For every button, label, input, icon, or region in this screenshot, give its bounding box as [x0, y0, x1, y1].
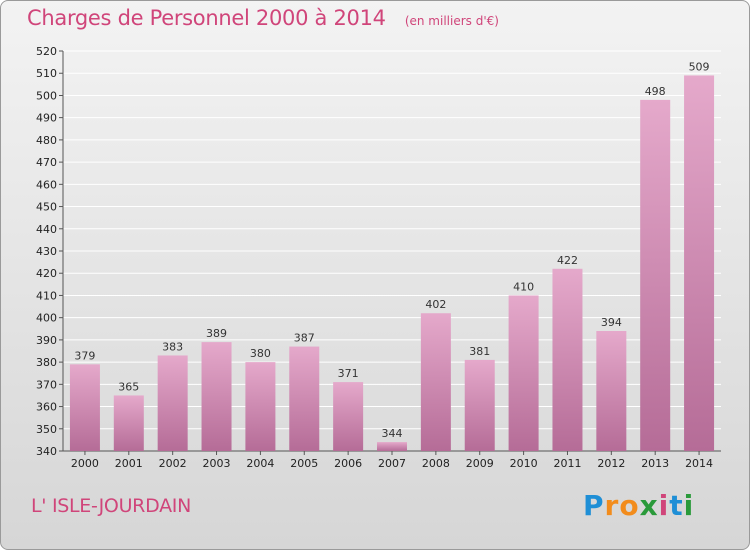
- bar: [684, 75, 715, 451]
- place-name: L' ISLE-JOURDAIN: [31, 495, 191, 517]
- bar: [113, 395, 144, 451]
- y-tick-label: 340: [36, 445, 57, 458]
- x-tick-label: 2000: [71, 457, 99, 470]
- x-tick-label: 2011: [553, 457, 581, 470]
- bar: [596, 331, 627, 451]
- x-axis-ticks: 2000 2001 2002 2003 2004 2005 2006 2007 2008 2009…: [71, 451, 713, 470]
- proxiti-logo: Proxiti: [583, 489, 694, 522]
- data-labels: 379 365 383 389 380 387 371 344 402 381 410 422 394 4…: [74, 60, 709, 440]
- bar: [245, 362, 276, 451]
- x-tick-label: 2001: [115, 457, 143, 470]
- y-tick-label: 460: [36, 178, 57, 191]
- data-label: 380: [250, 347, 271, 360]
- x-tick-label: 2010: [510, 457, 538, 470]
- logo-letter: x: [639, 489, 659, 522]
- y-tick-label: 350: [36, 423, 57, 436]
- data-label: 509: [689, 60, 710, 73]
- data-label: 422: [557, 254, 578, 267]
- x-tick-label: 2013: [641, 457, 669, 470]
- data-label: 498: [645, 85, 666, 98]
- bar: [420, 313, 451, 451]
- x-tick-label: 2007: [378, 457, 406, 470]
- y-tick-label: 380: [36, 356, 57, 369]
- bar: [508, 295, 539, 451]
- x-tick-label: 2012: [597, 457, 625, 470]
- y-tick-label: 510: [36, 67, 57, 80]
- data-label: 371: [338, 367, 359, 380]
- y-axis-ticks: 340 350 360 370 380 390 400 410 420 430 440 450 460 4…: [36, 45, 63, 458]
- chart-subtitle: (en milliers d'€): [404, 14, 499, 28]
- data-label: 394: [601, 316, 622, 329]
- bar: [333, 382, 364, 451]
- x-tick-label: 2014: [685, 457, 713, 470]
- bar: [464, 359, 495, 451]
- y-tick-label: 500: [36, 89, 57, 102]
- y-tick-label: 420: [36, 267, 57, 280]
- y-tick-label: 430: [36, 245, 57, 258]
- logo-letter: P: [583, 489, 605, 522]
- y-tick-label: 410: [36, 289, 57, 302]
- y-tick-label: 450: [36, 201, 57, 214]
- x-tick-label: 2002: [159, 457, 187, 470]
- bar: [377, 442, 407, 451]
- bar: [69, 364, 100, 451]
- y-tick-label: 480: [36, 134, 57, 147]
- chart-title: Charges de Personnel 2000 à 2014: [27, 6, 386, 30]
- x-tick-label: 2009: [466, 457, 494, 470]
- data-label: 365: [118, 380, 139, 393]
- x-tick-label: 2003: [203, 457, 231, 470]
- y-tick-label: 520: [36, 45, 57, 58]
- data-label: 410: [513, 280, 534, 293]
- x-tick-label: 2005: [290, 457, 318, 470]
- bar: [640, 99, 671, 451]
- bar: [201, 342, 232, 451]
- logo-letter: t: [669, 489, 684, 522]
- x-tick-label: 2006: [334, 457, 362, 470]
- y-tick-label: 360: [36, 401, 57, 414]
- y-tick-label: 470: [36, 156, 57, 169]
- bar: [157, 355, 188, 451]
- data-label: 389: [206, 327, 227, 340]
- bar: [289, 346, 320, 451]
- y-tick-label: 440: [36, 223, 57, 236]
- y-tick-label: 390: [36, 334, 57, 347]
- y-tick-label: 400: [36, 312, 57, 325]
- logo-letter: i: [658, 489, 670, 522]
- data-label: 387: [294, 332, 315, 345]
- logo-letter: o: [619, 489, 640, 522]
- data-label: 381: [469, 345, 490, 358]
- bars: [69, 75, 715, 451]
- title-row: Charges de Personnel 2000 à 2014 (en mil…: [27, 6, 499, 30]
- data-label: 402: [425, 298, 446, 311]
- data-label: 379: [74, 349, 95, 362]
- y-tick-label: 490: [36, 112, 57, 125]
- logo-letter: i: [683, 489, 695, 522]
- y-tick-label: 370: [36, 378, 57, 391]
- data-label: 344: [382, 427, 403, 440]
- x-tick-label: 2008: [422, 457, 450, 470]
- x-tick-label: 2004: [246, 457, 274, 470]
- data-label: 383: [162, 340, 183, 353]
- bar: [552, 268, 583, 451]
- logo-letter: r: [604, 489, 620, 522]
